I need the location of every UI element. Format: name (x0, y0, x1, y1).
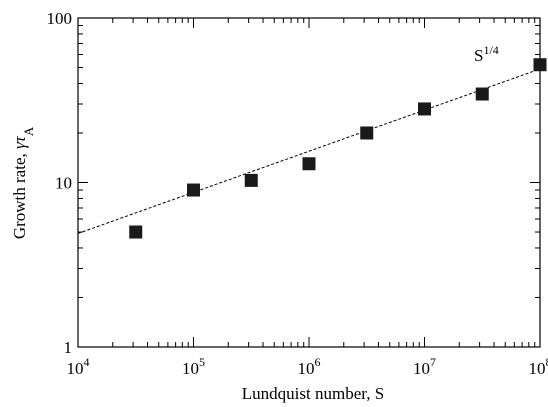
x-tick-label-base: 10 (413, 359, 430, 378)
y-tick-label: 100 (47, 9, 73, 28)
plot-frame (77, 17, 541, 348)
data-point (475, 87, 489, 101)
x-tick-label-base: 10 (298, 359, 315, 378)
x-tick-label-exponent: 4 (84, 355, 90, 369)
y-axis-label: Growth rate, γτA (10, 126, 36, 239)
data-point (302, 157, 316, 171)
fit-line (77, 68, 541, 234)
x-tick-label-exponent: 6 (315, 355, 321, 369)
data-point (129, 225, 143, 239)
y-axis-label-prefix: Growth rate, (10, 149, 29, 239)
data-point (187, 183, 200, 197)
fit-line-group (77, 68, 541, 234)
y-axis-label-subscript: A (21, 126, 36, 136)
fit-line-label-base: S (474, 46, 483, 65)
x-tick-label-exponent: 8 (546, 355, 548, 369)
data-point (244, 173, 258, 187)
fit-line-label: S1/4 (474, 43, 499, 65)
axis-ticks (77, 17, 541, 348)
x-tick-label-base: 10 (67, 359, 84, 378)
x-axis-label: Lundquist number, S (242, 384, 384, 403)
data-point (360, 126, 374, 140)
x-tick-label-exponent: 7 (430, 355, 436, 369)
data-point (533, 58, 547, 72)
x-tick-label: 107 (413, 355, 436, 378)
y-tick-label: 10 (55, 174, 72, 193)
x-tick-label: 105 (182, 355, 205, 378)
data-point (418, 102, 431, 116)
tick-labels: 104105106107108110100 (47, 9, 548, 378)
data-points (129, 58, 547, 239)
y-axis-label-symbol: γτ (10, 135, 29, 149)
x-tick-label-exponent: 5 (199, 355, 205, 369)
fit-line-label-exponent: 1/4 (483, 43, 498, 57)
plot-area (77, 17, 541, 348)
x-tick-label: 108 (529, 355, 548, 378)
x-tick-label: 104 (67, 355, 90, 378)
y-tick-label: 1 (64, 338, 73, 357)
x-tick-label: 106 (298, 355, 321, 378)
x-tick-label-base: 10 (529, 359, 546, 378)
x-tick-label-base: 10 (182, 359, 199, 378)
